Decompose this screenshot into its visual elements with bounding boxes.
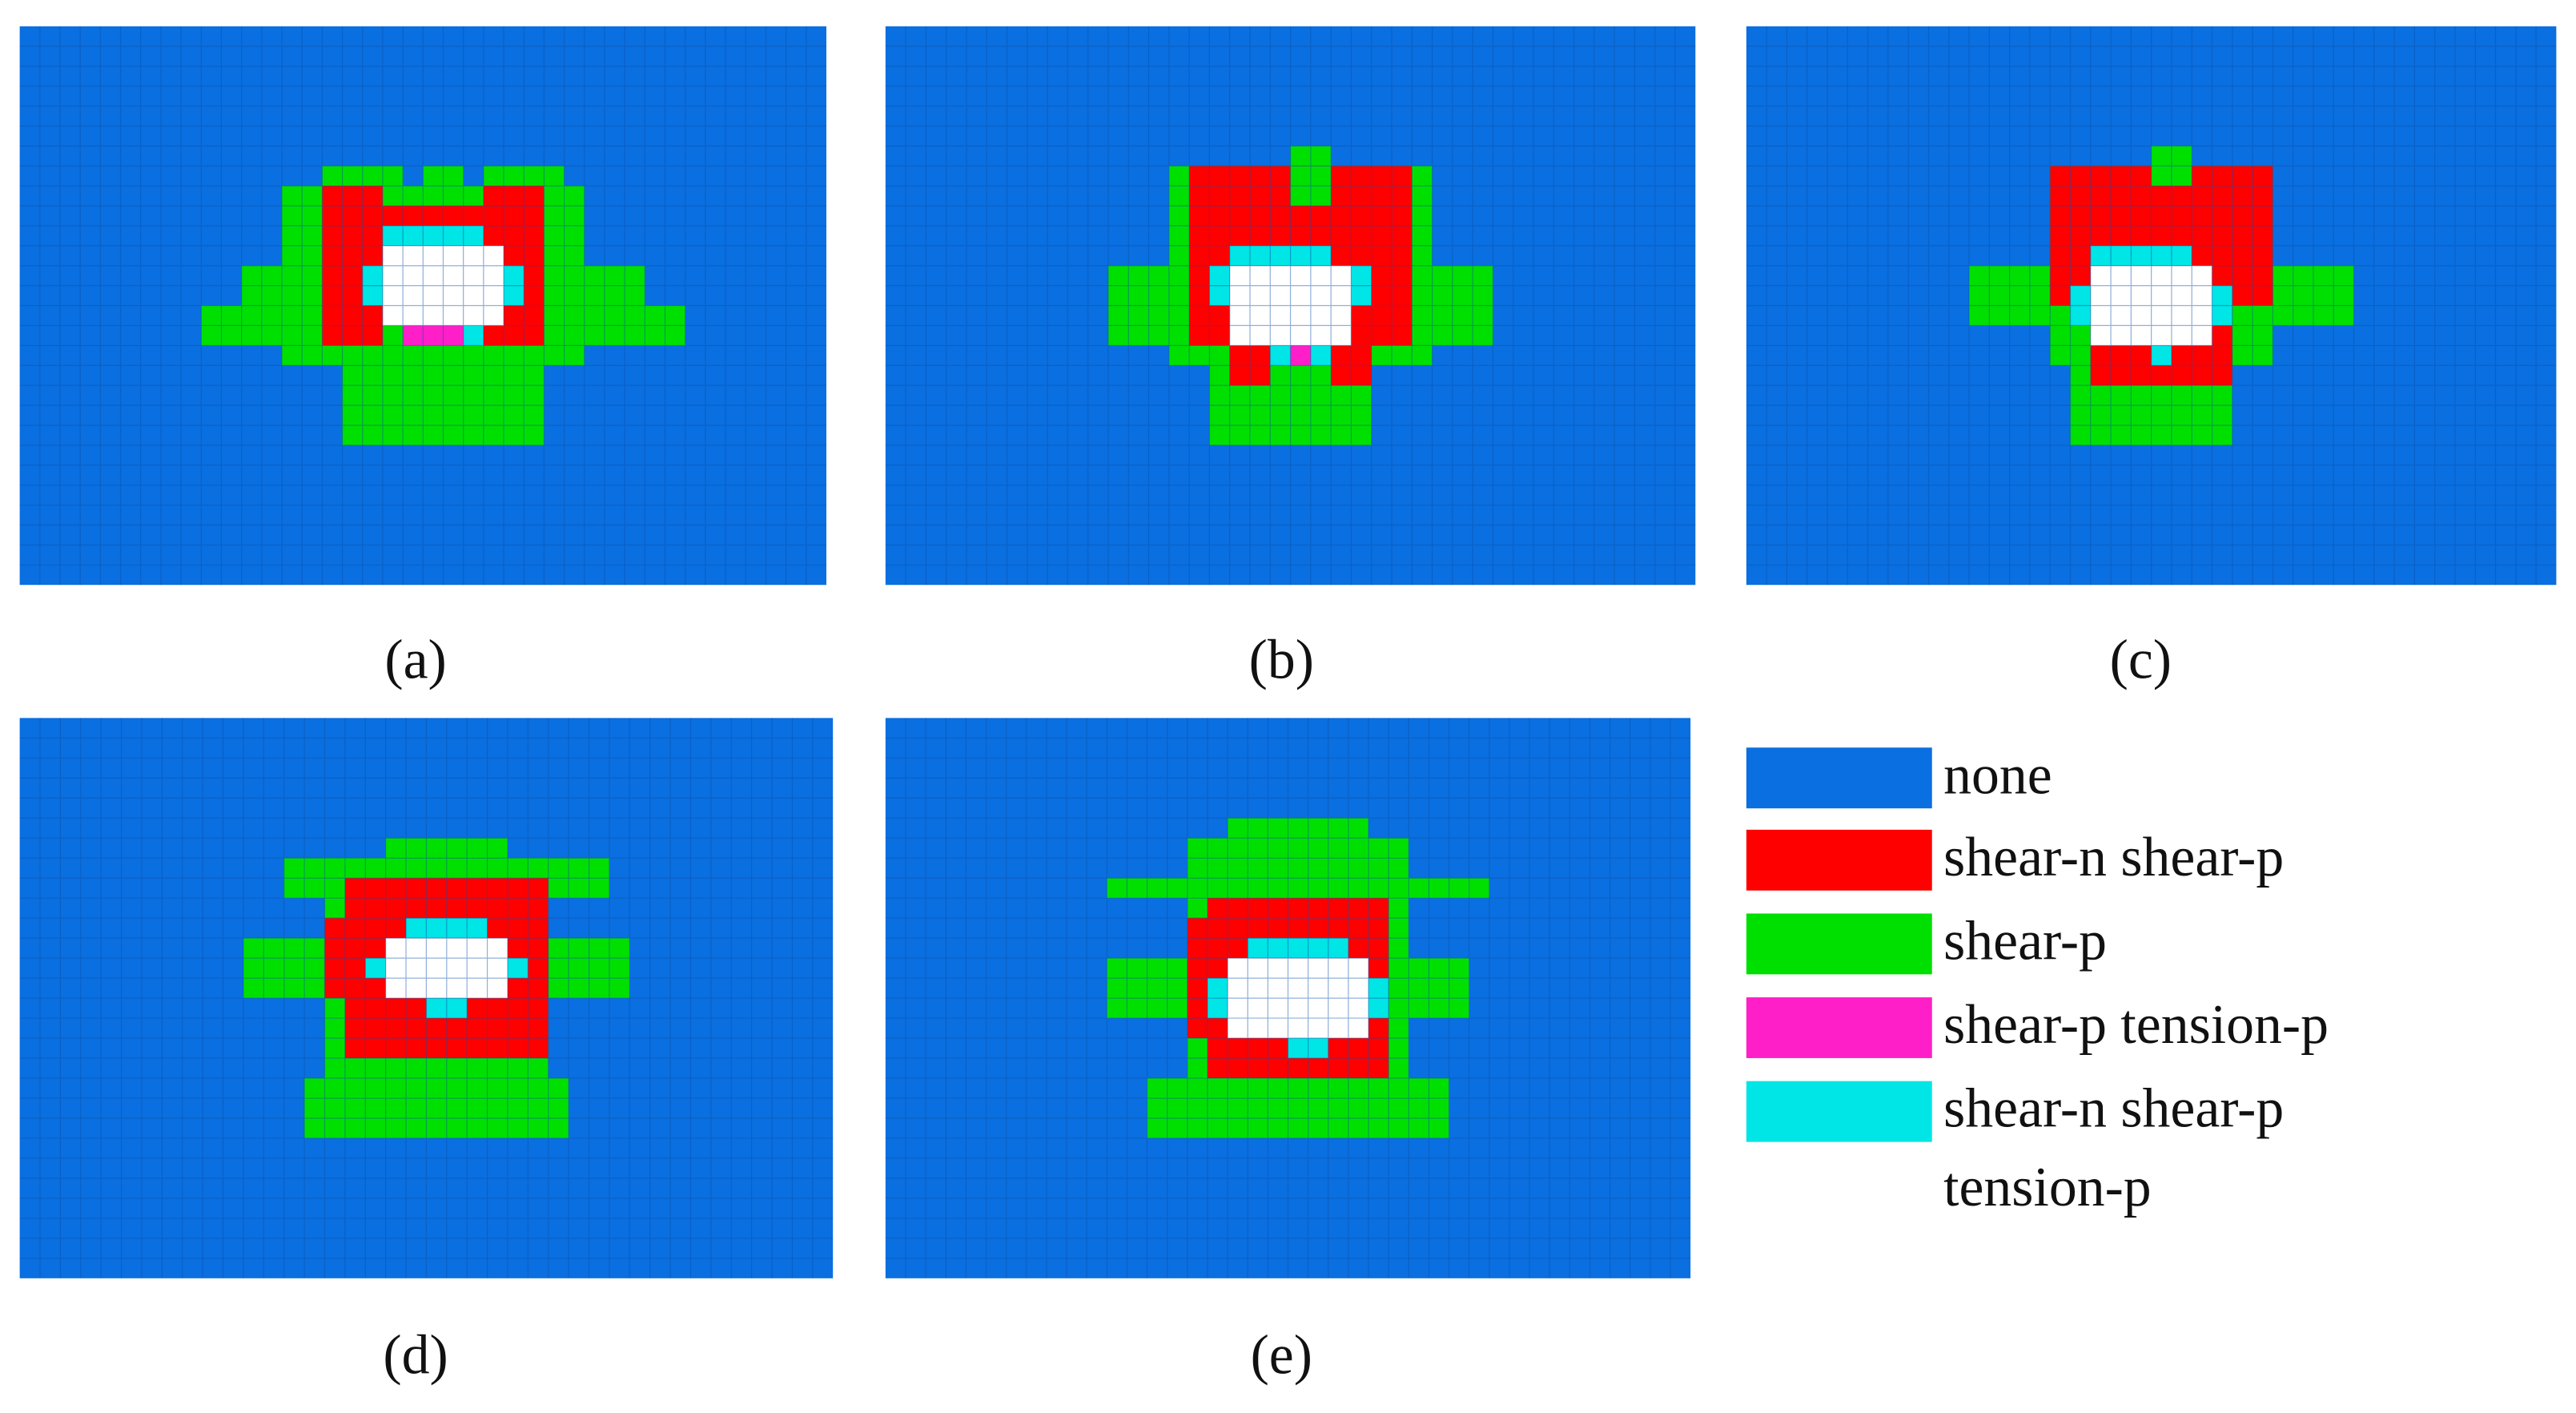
zone-state xyxy=(2151,146,2192,187)
zone-excavation xyxy=(382,245,504,326)
zone-state xyxy=(324,918,366,999)
zone-state xyxy=(1288,1038,1328,1059)
zone-state xyxy=(304,1078,569,1138)
plastic-zone-map: (c) xyxy=(1746,26,2557,691)
zone-state xyxy=(1290,166,1332,206)
zone-state xyxy=(1290,345,1311,366)
panel-label: (a) xyxy=(384,630,446,691)
zone-state xyxy=(382,205,484,226)
zone-excavation xyxy=(385,938,508,999)
zone-state xyxy=(1229,245,1332,266)
zone-state xyxy=(1270,345,1291,366)
zone-state xyxy=(362,265,383,306)
zone-state xyxy=(463,325,484,346)
zone-state xyxy=(1351,265,1372,306)
legend-swatch xyxy=(1746,829,1932,891)
zone-state xyxy=(2212,285,2232,326)
plastic-zone-map: (a) xyxy=(19,26,826,691)
zone-state xyxy=(1207,978,1228,1019)
zone-state xyxy=(1310,345,1332,366)
zone-excavation xyxy=(2090,265,2212,346)
panel-label: (d) xyxy=(383,1324,448,1386)
plastic-zone-map: (b) xyxy=(885,26,1696,691)
mesh-lines xyxy=(19,26,826,586)
panel-label: (c) xyxy=(2110,630,2172,691)
plastic-zone-map: (d) xyxy=(19,718,834,1386)
mesh-lines xyxy=(885,718,1691,1278)
legend-label: shear-n shear-p xyxy=(1943,827,2284,888)
zone-state xyxy=(1331,345,1372,386)
zone-state xyxy=(1368,978,1389,1019)
zone-state xyxy=(406,918,488,939)
zone-state xyxy=(507,958,528,979)
panel-label: (b) xyxy=(1249,630,1314,691)
legend-swatch xyxy=(1746,1081,1932,1142)
zone-state xyxy=(2090,245,2192,266)
zone-state xyxy=(1187,918,1208,1039)
zone-state xyxy=(1209,265,1230,306)
zone-state xyxy=(1228,818,1369,859)
plastic-zone-map: (e) xyxy=(885,718,1691,1386)
zone-state xyxy=(365,958,386,979)
zone-state xyxy=(382,225,484,246)
legend-label: tension-p xyxy=(1943,1157,2152,1218)
zone-state xyxy=(1229,345,1271,386)
zone-state xyxy=(504,265,524,306)
legend-label: shear-p tension-p xyxy=(1943,994,2329,1056)
legend-label: shear-p xyxy=(1943,910,2107,972)
zone-excavation xyxy=(1229,265,1352,346)
zone-state xyxy=(426,998,468,1019)
zone-state xyxy=(1248,938,1348,959)
zone-state xyxy=(2151,345,2172,366)
legend-label: none xyxy=(1943,744,2052,806)
legend-label: shear-n shear-p xyxy=(1943,1078,2284,1140)
zone-state xyxy=(1290,146,1332,167)
zone-excavation xyxy=(1228,958,1369,1039)
panel-label: (e) xyxy=(1251,1324,1312,1386)
mesh-lines xyxy=(1746,26,2557,586)
zone-state xyxy=(1147,1078,1449,1138)
zone-state xyxy=(507,918,549,999)
mesh-lines xyxy=(19,718,834,1278)
mesh-lines xyxy=(885,26,1696,586)
zone-state xyxy=(322,166,404,187)
zone-state xyxy=(342,365,545,445)
zone-state xyxy=(2070,285,2091,326)
zone-state xyxy=(423,166,464,187)
legend-swatch xyxy=(1746,747,1932,809)
zone-state xyxy=(403,325,464,346)
legend-swatch xyxy=(1746,913,1932,975)
zone-state xyxy=(483,166,565,187)
legend-swatch xyxy=(1746,997,1932,1058)
zone-state xyxy=(385,838,508,859)
